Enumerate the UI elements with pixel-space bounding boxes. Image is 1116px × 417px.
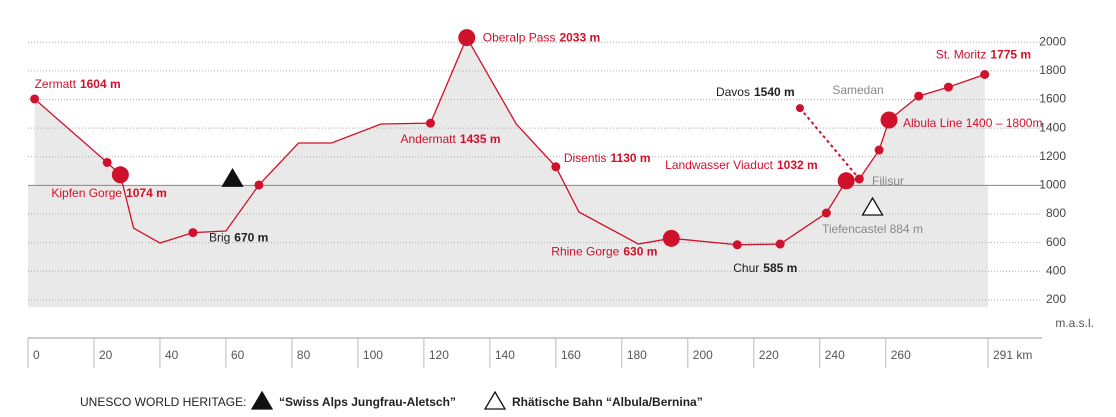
station-name: Oberalp Pass: [483, 31, 556, 45]
annotation: Tiefencastel 884 m: [822, 222, 923, 236]
x-tick-label: 120: [429, 348, 449, 362]
station-name: Davos: [716, 85, 750, 99]
station-label: Kipfen Gorge 1074 m: [51, 186, 166, 200]
station-value: 585 m: [763, 261, 797, 275]
station-name: Rhine Gorge: [551, 244, 619, 258]
station-marker: [854, 174, 864, 184]
heritage-marker: [250, 390, 274, 410]
x-tick-label: 40: [165, 348, 179, 362]
station-label: Rhine Gorge 630 m: [551, 244, 657, 258]
station-marker: [837, 172, 855, 190]
station-label: Oberalp Pass 2033 m: [483, 31, 600, 45]
station-marker: [662, 229, 680, 247]
station-marker: [821, 208, 831, 218]
station-name: Kipfen Gorge: [51, 186, 122, 200]
station-label: Landwasser Viaduct 1032 m: [665, 158, 818, 172]
station-marker: [102, 157, 112, 167]
legend-label: Rhätische Bahn “Albula/Bernina”: [512, 395, 703, 409]
y-tick-label: 200: [1046, 292, 1066, 306]
station-marker: [914, 91, 924, 101]
y-tick-label: 1400: [1039, 120, 1066, 134]
station-label: Disentis 1130 m: [564, 151, 651, 165]
station-label: Davos 1540 m: [716, 85, 795, 99]
heritage-marker: [221, 167, 244, 187]
station-value: 1130 m: [611, 151, 651, 165]
station-marker: [30, 94, 40, 104]
station-marker: [551, 162, 561, 172]
station-name: Zermatt: [35, 77, 77, 91]
station-name: Brig: [209, 231, 230, 245]
y-tick-label: 800: [1046, 206, 1066, 220]
station-name: Disentis: [564, 151, 607, 165]
legend-title: UNESCO WORLD HERITAGE:: [80, 395, 246, 409]
x-tick-label: 200: [693, 348, 713, 362]
station-marker: [732, 240, 742, 250]
station-marker: [254, 180, 264, 190]
y-tick-label: 1000: [1039, 178, 1066, 192]
station-value: 1540 m: [754, 85, 795, 99]
profile-line: [34, 36, 985, 246]
y-tick-label: 1200: [1039, 149, 1066, 163]
station-marker: [188, 228, 198, 238]
x-tick-label: 20: [99, 348, 113, 362]
x-tick-label: 220: [759, 348, 779, 362]
x-tick-label: 140: [495, 348, 515, 362]
spur-point: [795, 104, 804, 113]
station-marker: [458, 29, 476, 47]
y-unit: m.a.s.l.: [1055, 316, 1094, 330]
station-value: 2033 m: [559, 31, 600, 45]
station-label: St. Moritz 1775 m: [936, 48, 1031, 62]
x-tick-label: 100: [363, 348, 383, 362]
x-tick-label: 240: [825, 348, 845, 362]
station-name: Landwasser Viaduct: [665, 158, 774, 172]
station-name: Chur: [733, 261, 759, 275]
station-name: Andermatt: [400, 132, 456, 146]
station-label: Zermatt 1604 m: [35, 77, 121, 91]
station-value: 670 m: [234, 231, 268, 245]
legend-label: “Swiss Alps Jungfrau-Aletsch”: [279, 395, 456, 409]
y-tick-label: 2000: [1039, 34, 1066, 48]
station-marker: [111, 166, 129, 184]
y-tick-label: 1600: [1039, 92, 1066, 106]
station-marker: [425, 118, 435, 128]
station-marker: [880, 111, 898, 129]
y-tick-label: 1800: [1039, 63, 1066, 77]
x-tick-label: 60: [231, 348, 245, 362]
station-marker: [943, 82, 953, 92]
station-marker: [874, 145, 884, 155]
x-tick-label: 291 km: [993, 348, 1032, 362]
station-value: 1435 m: [460, 132, 501, 146]
station-value: 1032 m: [777, 158, 818, 172]
x-tick-label: 160: [561, 348, 581, 362]
profile-area: [34, 37, 985, 308]
y-tick-label: 400: [1046, 263, 1066, 277]
x-tick-label: 260: [891, 348, 911, 362]
station-value: 1604 m: [80, 77, 121, 91]
x-tick-label: 180: [627, 348, 647, 362]
station-label: Chur 585 m: [733, 261, 797, 275]
station-value: 630 m: [623, 244, 657, 258]
heritage-marker: [483, 390, 507, 410]
annotation: Albula Line 1400 – 1800m: [903, 116, 1042, 130]
x-tick-label: 0: [33, 348, 40, 362]
station-value: 1074 m: [126, 186, 167, 200]
station-marker: [775, 239, 785, 249]
annotation: Samedan: [832, 83, 883, 97]
x-tick-label: 80: [297, 348, 311, 362]
station-label: Brig 670 m: [209, 231, 268, 245]
annotation: Filisur: [872, 174, 904, 188]
station-value: 1775 m: [990, 48, 1031, 62]
station-name: St. Moritz: [936, 48, 987, 62]
heritage-marker: [861, 196, 884, 216]
station-label: Andermatt 1435 m: [400, 132, 500, 146]
y-tick-label: 600: [1046, 235, 1066, 249]
station-marker: [980, 70, 990, 79]
